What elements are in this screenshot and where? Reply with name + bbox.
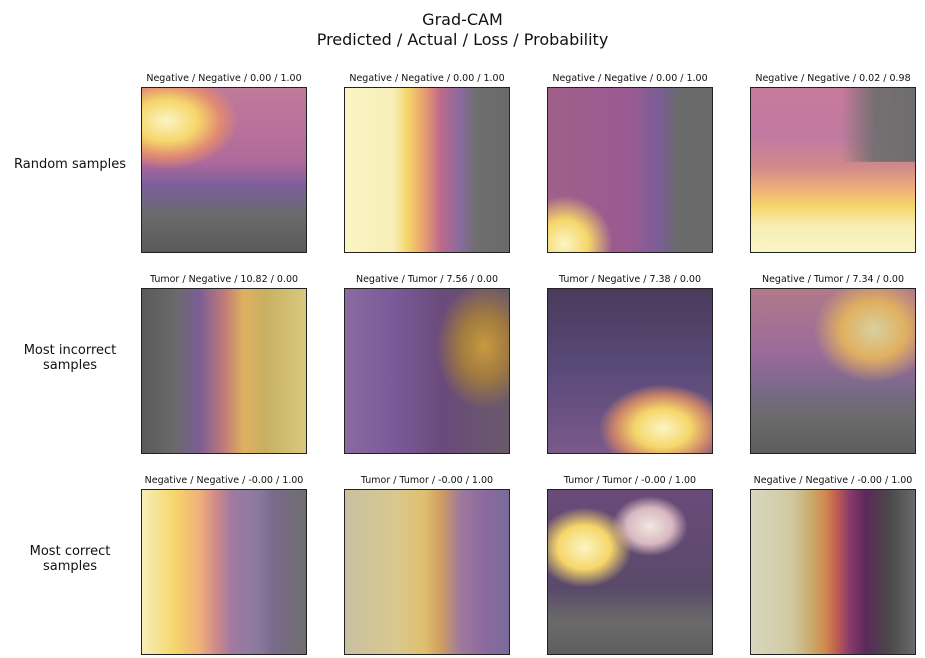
panel-caption: Negative / Negative / -0.00 / 1.00: [753, 475, 913, 486]
panel-caption: Tumor / Tumor / -0.00 / 1.00: [563, 475, 697, 486]
panel-caption: Tumor / Negative / 7.38 / 0.00: [558, 274, 701, 285]
gradcam-panel: [547, 87, 713, 253]
gradcam-panel: [344, 288, 510, 454]
gradcam-panel: [344, 87, 510, 253]
gradcam-panel: [547, 288, 713, 454]
gradcam-panel: [750, 87, 916, 253]
panel-caption: Negative / Negative / 0.02 / 0.98: [755, 73, 911, 84]
row-label-most-incorrect: Most incorrect samples: [23, 343, 117, 373]
gradcam-panel: [750, 288, 916, 454]
panel-caption: Negative / Negative / 0.00 / 1.00: [146, 73, 302, 84]
title-line-1: Grad-CAM: [422, 10, 503, 29]
gradcam-panel: [141, 87, 307, 253]
gradcam-panel: [141, 489, 307, 655]
row-label-most-correct: Most correct samples: [29, 544, 111, 574]
panel-caption: Negative / Negative / -0.00 / 1.00: [144, 475, 304, 486]
gradcam-panel: [750, 489, 916, 655]
panel-caption: Tumor / Negative / 10.82 / 0.00: [149, 274, 299, 285]
panel-caption: Negative / Negative / 0.00 / 1.00: [349, 73, 505, 84]
panel-caption: Negative / Negative / 0.00 / 1.00: [552, 73, 708, 84]
row-label-random: Random samples: [14, 157, 126, 172]
title-line-2: Predicted / Actual / Loss / Probability: [316, 30, 609, 49]
gradcam-panel: [344, 489, 510, 655]
panel-caption: Negative / Tumor / 7.34 / 0.00: [761, 274, 904, 285]
panel-caption: Negative / Tumor / 7.56 / 0.00: [355, 274, 498, 285]
gradcam-panel: [547, 489, 713, 655]
panel-caption: Tumor / Tumor / -0.00 / 1.00: [360, 475, 494, 486]
gradcam-panel: [141, 288, 307, 454]
